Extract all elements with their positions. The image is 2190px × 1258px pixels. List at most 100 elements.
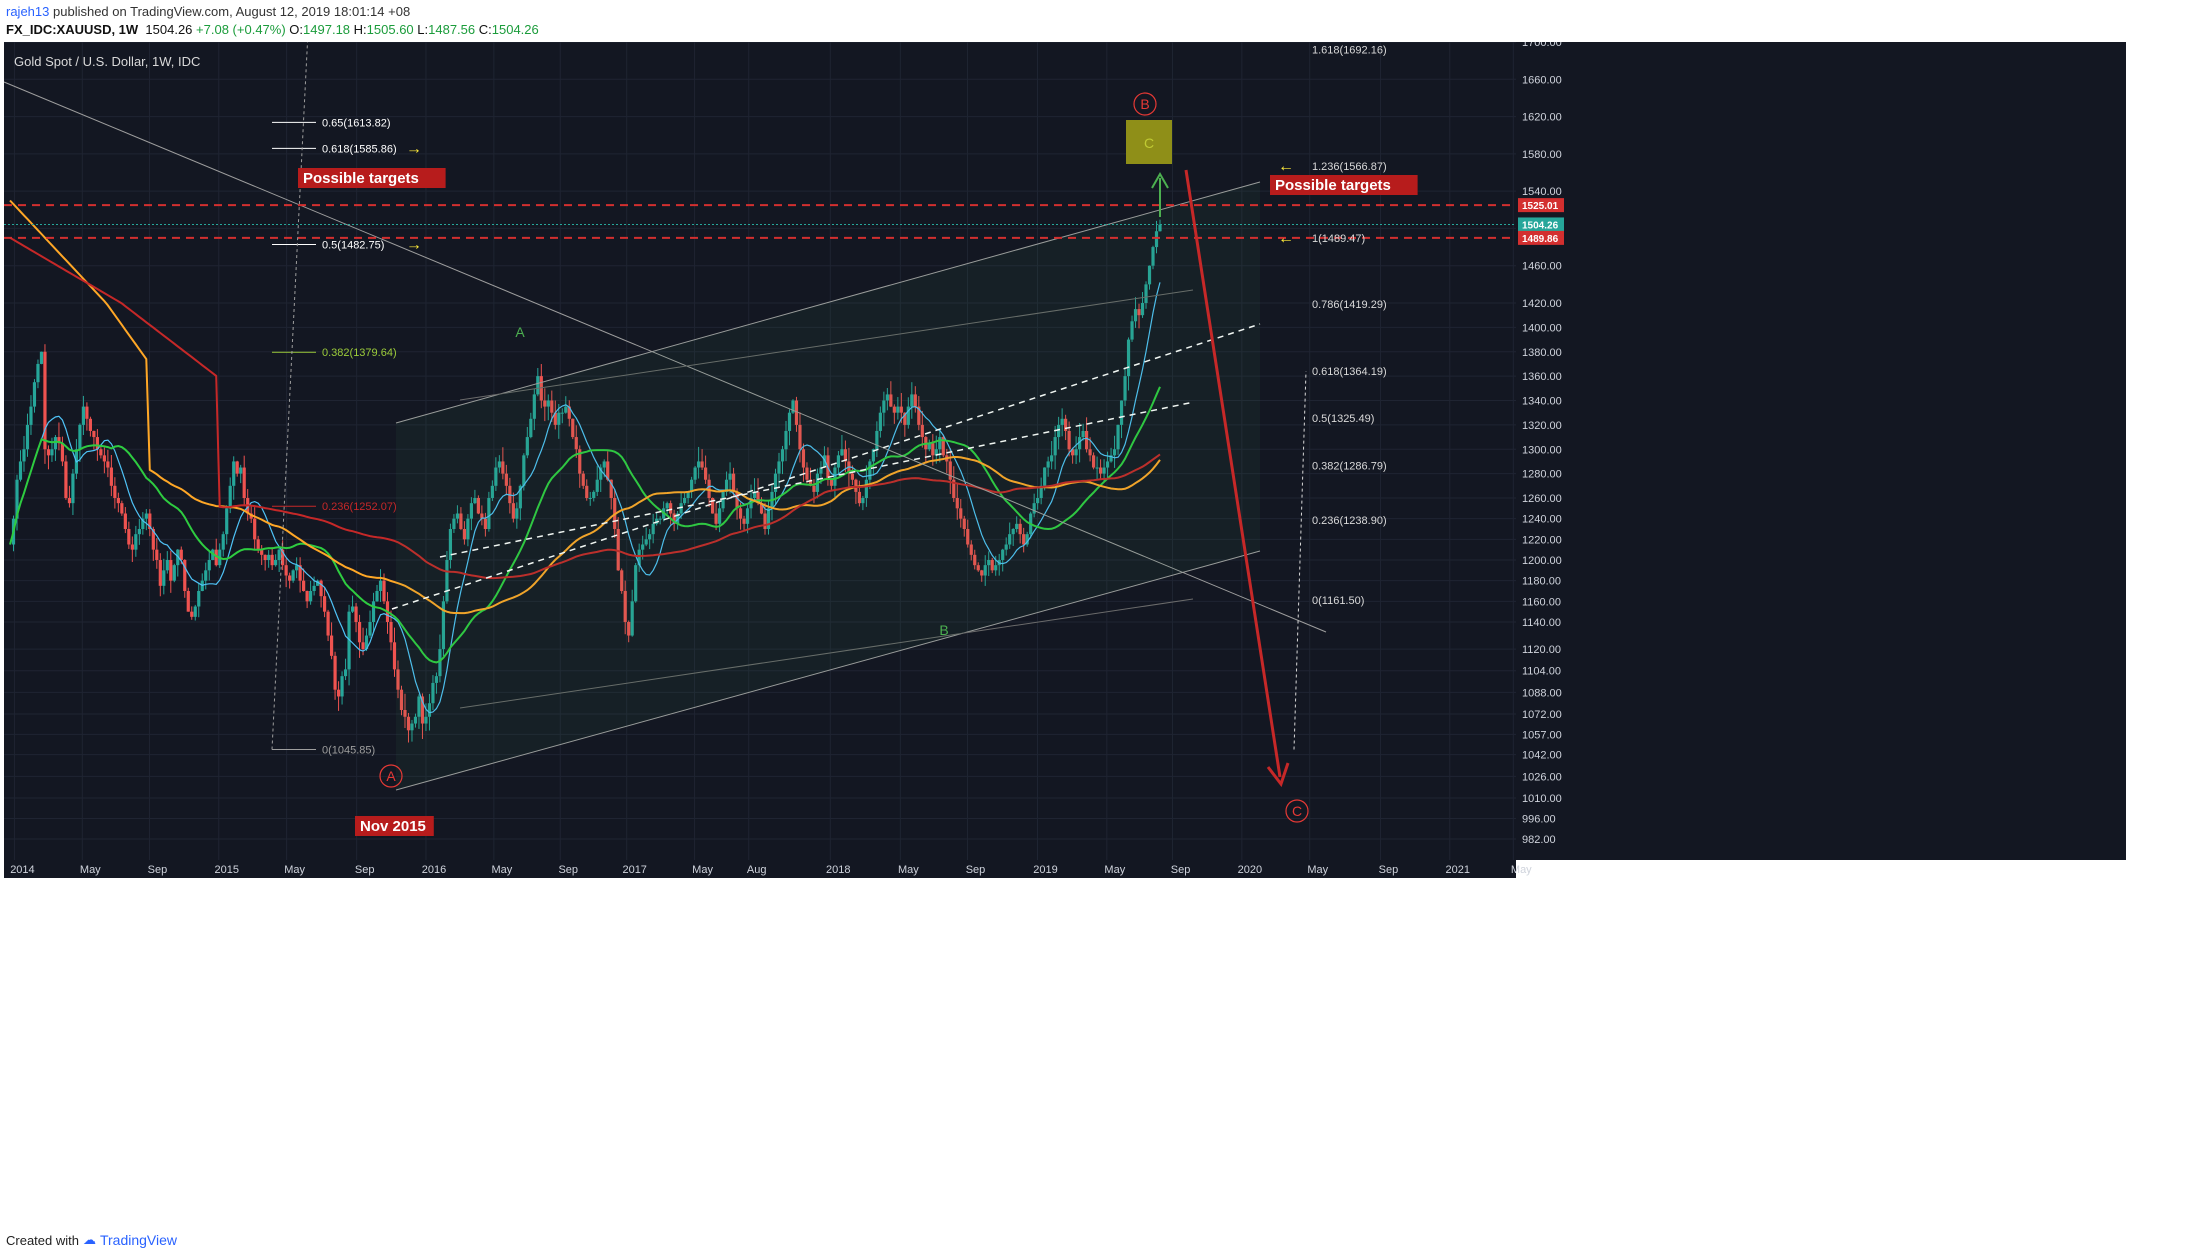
price-tick-label: 1160.00	[1522, 596, 1561, 608]
author-name[interactable]: rajeh13	[6, 4, 50, 19]
candle-body	[256, 539, 260, 550]
candle-body	[700, 461, 704, 468]
candle-body	[137, 529, 141, 535]
candle-body	[1084, 430, 1089, 450]
candle-body	[134, 534, 138, 550]
candle-body	[759, 503, 764, 514]
candle-body	[676, 513, 680, 524]
wave-b-label: B	[939, 622, 948, 638]
price-tick-label: 1360.00	[1522, 371, 1562, 383]
candle-body	[840, 449, 844, 456]
candle-body	[501, 461, 505, 474]
candle-body	[525, 437, 529, 456]
candle-body	[599, 467, 603, 480]
candle-body	[864, 479, 868, 498]
candle-body	[270, 554, 274, 566]
candle-body	[854, 479, 858, 492]
candle-body	[1001, 549, 1005, 560]
candle-body	[36, 363, 40, 383]
trend-line	[395, 550, 1261, 791]
close-value: 1504.26	[491, 22, 539, 37]
low-value: 1487.56	[428, 22, 476, 37]
candle-body	[46, 449, 51, 456]
candle-body	[1123, 376, 1127, 401]
green-arrow-head-icon	[1151, 171, 1169, 189]
time-tick-label: May	[80, 864, 101, 876]
candle-body	[424, 716, 428, 724]
candle-body	[291, 570, 295, 581]
candle-body	[543, 400, 547, 407]
candle-body	[141, 518, 145, 529]
candle-body	[679, 503, 683, 514]
tradingview-link[interactable]: TradingView	[99, 1232, 178, 1248]
price-tag-label: 1504.26	[1522, 220, 1559, 231]
candle-body	[413, 716, 418, 724]
tradingview-logo-icon: ☁	[82, 1232, 96, 1247]
candle-body	[655, 518, 659, 524]
candles	[11, 219, 1162, 743]
candle-body	[798, 424, 802, 450]
candle-body	[567, 406, 571, 419]
candle-body	[25, 424, 30, 450]
candle-body	[476, 498, 480, 514]
candle-body	[1151, 247, 1155, 266]
candle-body	[871, 449, 875, 462]
yellow-arrow-icon: →	[406, 237, 422, 254]
candle-body	[833, 467, 837, 486]
candle-body	[784, 430, 788, 450]
candle-body	[1025, 534, 1029, 545]
candle-body	[1102, 467, 1106, 474]
price-tick-label: 1660.00	[1522, 74, 1562, 86]
candle-body	[242, 467, 246, 498]
candle-body	[32, 382, 37, 407]
candle-body	[742, 518, 746, 524]
price-tag-label: 1525.01	[1522, 201, 1559, 212]
fib-left: 0.65(1613.82) 0.618(1585.86) 0.5(1482.75) 0…	[272, 117, 397, 756]
high-label: H:	[353, 22, 367, 37]
price-tick-label: 1320.00	[1522, 420, 1562, 432]
price-tag: 1504.26	[1518, 217, 1564, 232]
candle-body	[574, 437, 578, 450]
candle-body	[829, 479, 834, 486]
candle-body	[130, 544, 134, 550]
candle-body	[990, 560, 994, 571]
candle-body	[281, 549, 285, 566]
time-tick-label: Sep	[1379, 864, 1399, 876]
candle-body	[88, 418, 92, 431]
plot-area	[4, 42, 1516, 860]
label-text: Possible targets	[303, 170, 419, 187]
price-chart[interactable]: 1700.001660.001620.001580.001540.001500.…	[0, 42, 2190, 1226]
candle-body	[665, 503, 669, 509]
candle-body	[641, 544, 645, 550]
candle-body	[637, 549, 641, 566]
candle-body	[634, 565, 638, 602]
fib-label: 0(1045.85)	[322, 744, 375, 756]
candle-body	[1154, 231, 1159, 248]
wave-circle	[379, 764, 403, 788]
candle-body	[1036, 498, 1040, 504]
fib-right: 1.618(1692.16) 1.236(1566.87) 1(1489.47) 0.…	[1312, 44, 1387, 606]
candle-body	[724, 479, 729, 492]
candle-body	[861, 498, 865, 504]
candle-body	[616, 529, 620, 571]
candle-body	[309, 591, 313, 602]
price-tick-label: 982.00	[1522, 834, 1556, 846]
wave-circle-label: B	[1140, 96, 1149, 112]
candle-body	[697, 461, 701, 468]
price-tick-label: 1200.00	[1522, 555, 1562, 567]
candle-body	[1043, 467, 1047, 486]
candle-body	[686, 491, 690, 498]
candle-body	[284, 565, 288, 576]
candle-body	[903, 412, 907, 425]
fib-label: 0.382(1286.79)	[1312, 460, 1387, 472]
time-tick-label: 2020	[1238, 864, 1262, 876]
price-tick-label: 1280.00	[1522, 469, 1562, 481]
candle-body	[1137, 309, 1141, 316]
time-tick-label: 2015	[215, 864, 239, 876]
candle-body	[801, 449, 806, 468]
candle-body	[364, 635, 369, 650]
candle-body	[927, 443, 931, 450]
price-tag-box	[1518, 217, 1564, 232]
candle-body	[371, 601, 376, 622]
candle-body	[197, 591, 201, 607]
